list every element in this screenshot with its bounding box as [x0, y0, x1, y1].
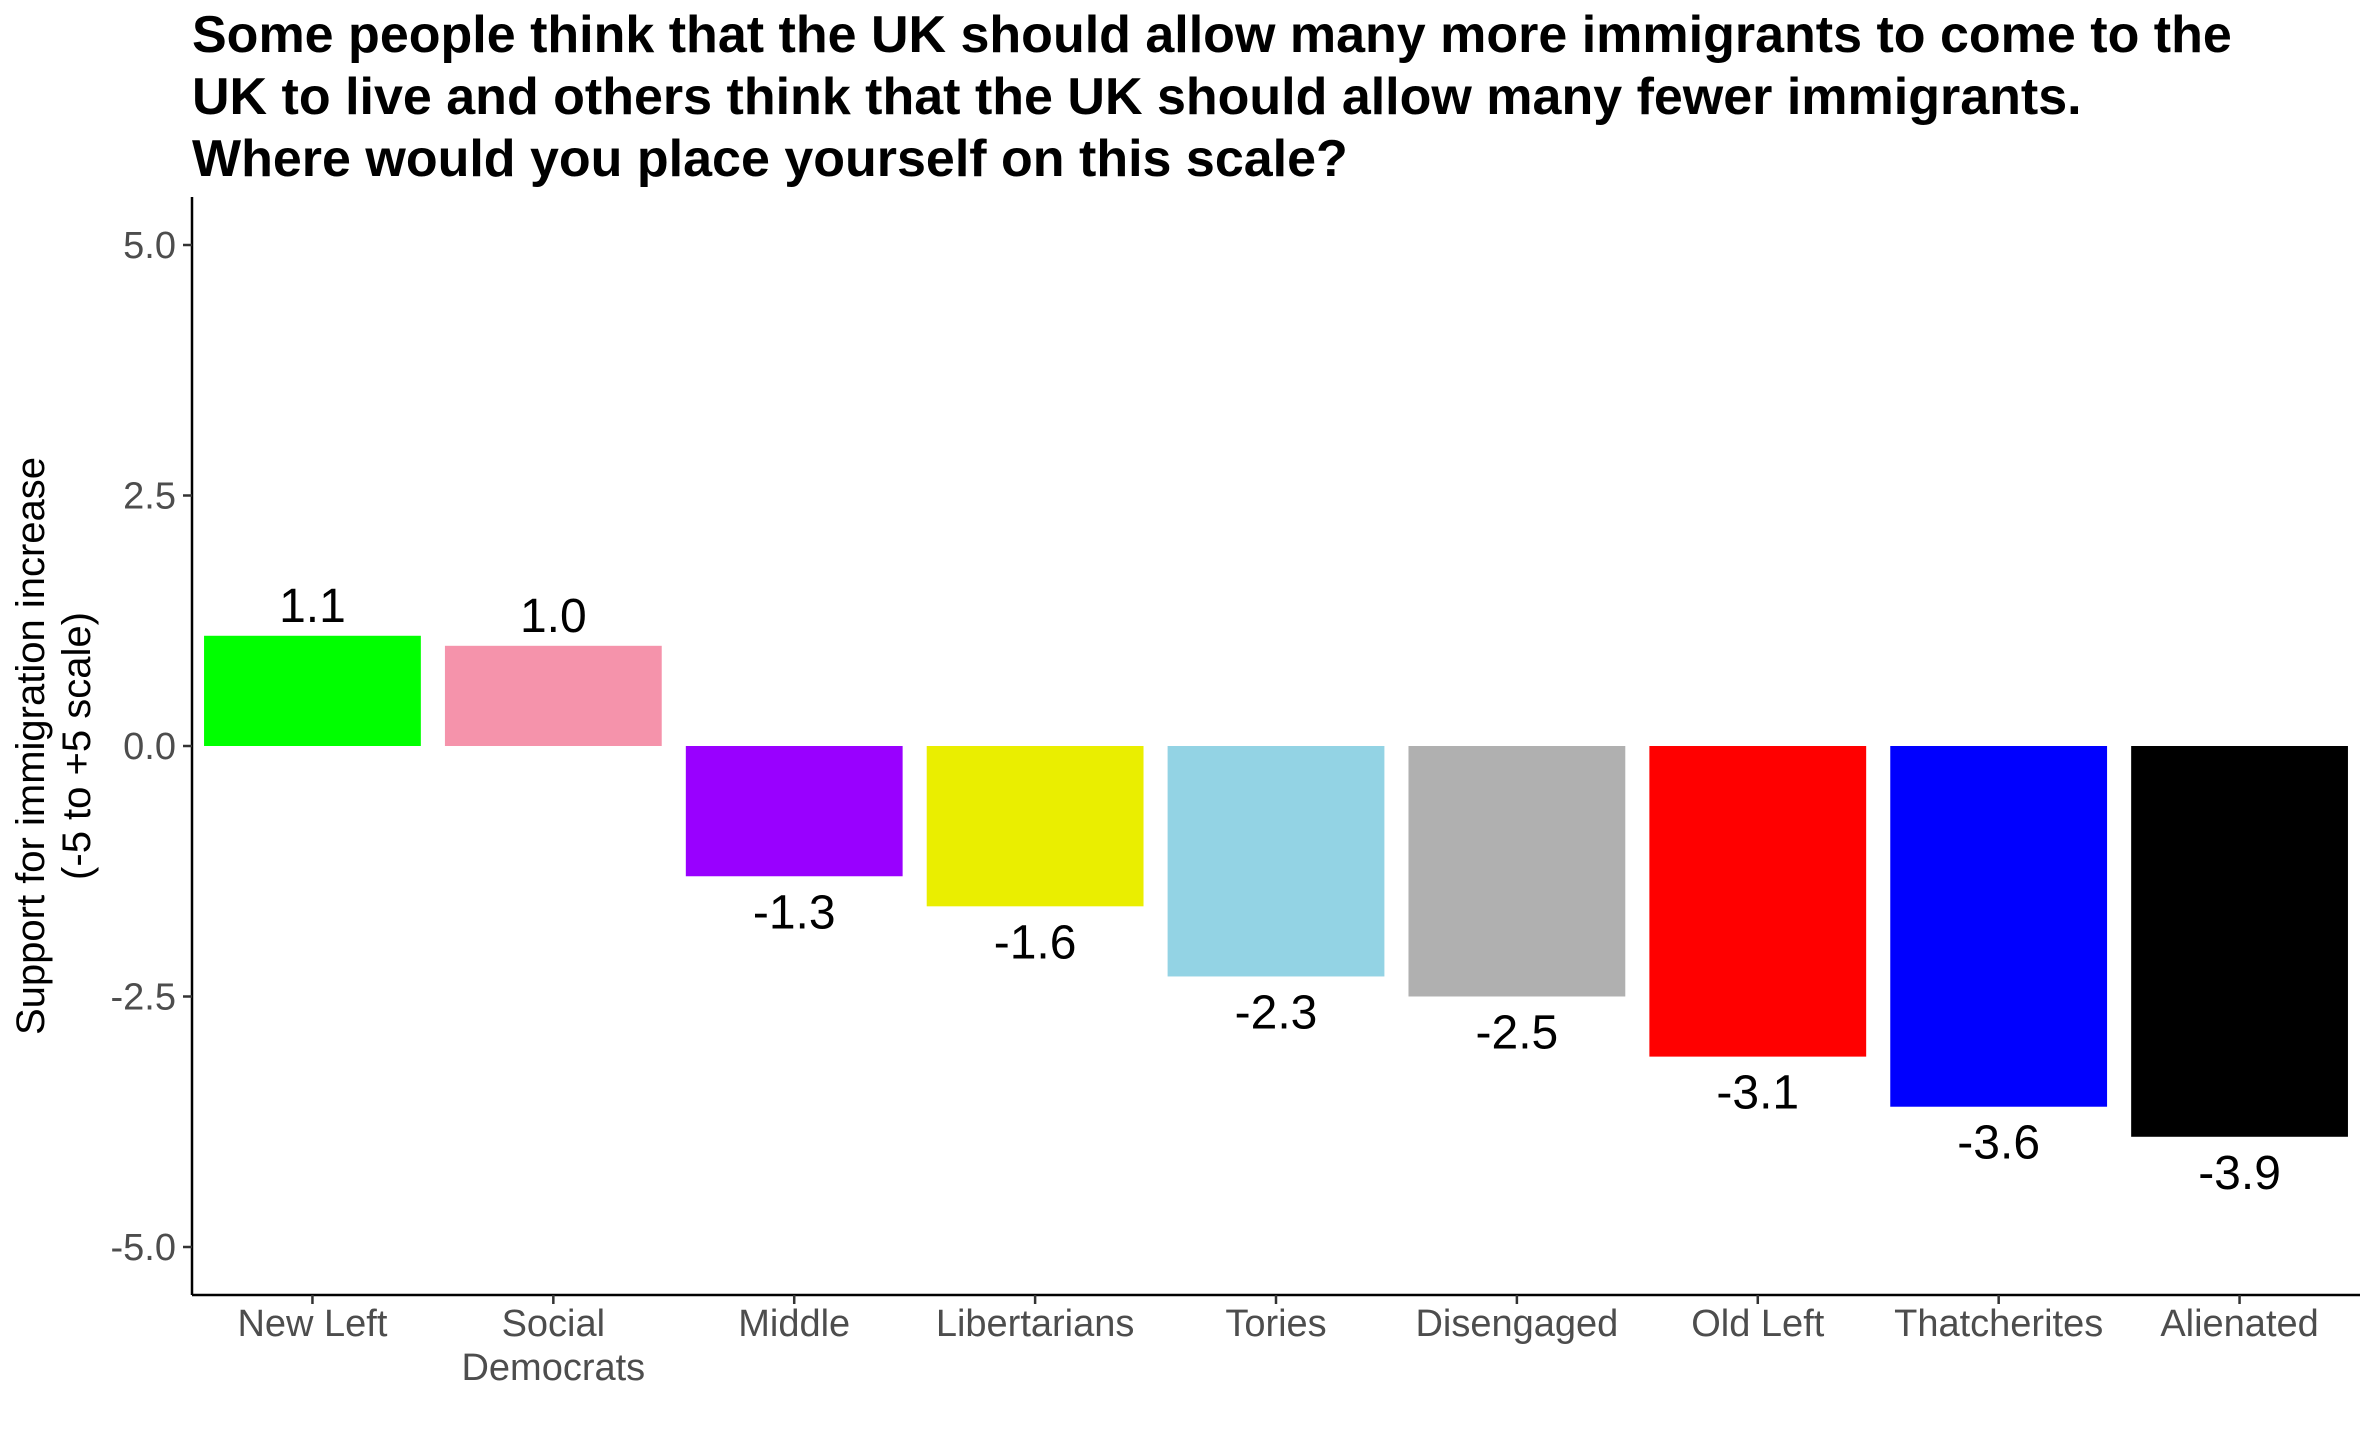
y-axis-label: Support for immigration increase(-5 to +…: [9, 457, 99, 1035]
y-tick-label: -5.0: [111, 1227, 176, 1269]
x-tick-label: Disengaged: [1415, 1303, 1618, 1345]
bar-value-label: 1.0: [520, 590, 587, 643]
x-tick-label-line: Old Left: [1691, 1303, 1825, 1345]
x-tick-label: Social Democrats: [461, 1303, 645, 1389]
y-axis-title-line: Support for immigration increase: [9, 457, 53, 1035]
chart-title-line: UK to live and others think that the UK …: [192, 68, 2082, 126]
y-axis-ticks: 5.0 2.5 0.0 -2.5 -5.0: [111, 225, 192, 1269]
y-tick-label: 2.5: [123, 476, 176, 518]
bar: [1167, 746, 1385, 977]
x-tick-label-line: Social: [502, 1303, 606, 1345]
chart-title-line: Some people think that the UK should all…: [192, 6, 2232, 64]
bar: [204, 635, 421, 746]
x-tick-label-line: Disengaged: [1415, 1303, 1618, 1345]
y-axis-title: Support for immigration increase(-5 to +…: [9, 457, 99, 1035]
y-tick-label: 5.0: [123, 225, 176, 267]
data-labels: 1.1 1.0 -1.3 -1.6 -2.3 -2.5 -3.1 -3.6 -3.9: [279, 580, 2281, 1200]
x-tick-label: Thatcherites: [1894, 1303, 2103, 1345]
x-tick-label-line: Tories: [1225, 1303, 1326, 1345]
bar-value-label: -1.6: [994, 916, 1077, 969]
y-tick-label: 0.0: [123, 726, 176, 768]
x-tick-label-line: Middle: [738, 1303, 850, 1345]
y-axis-title-line: (-5 to +5 scale): [55, 612, 99, 880]
bar: [685, 746, 903, 877]
bar: [2131, 746, 2348, 1137]
bar-value-label: -3.9: [2198, 1147, 2281, 1200]
bar-value-label: -3.1: [1716, 1067, 1799, 1120]
bars: [204, 635, 2348, 1137]
bar: [444, 645, 662, 746]
x-axis-ticks: New Left Social Democrats Middle Libertarian…: [237, 1295, 2319, 1389]
x-tick-label: Alienated: [2160, 1303, 2318, 1345]
x-tick-label-line: Democrats: [461, 1347, 645, 1389]
bar-value-label: 1.1: [279, 580, 346, 633]
bar-value-label: -2.5: [1476, 1007, 1559, 1060]
y-tick-label: -2.5: [111, 977, 176, 1019]
bar-value-label: -1.3: [753, 886, 836, 939]
bar-value-label: -2.3: [1235, 986, 1318, 1039]
x-tick-label-line: Thatcherites: [1894, 1303, 2103, 1345]
chart-title: Some people think that the UK should all…: [192, 6, 2232, 188]
x-tick-label: Middle: [738, 1303, 850, 1345]
x-tick-label-line: New Left: [237, 1303, 387, 1345]
x-tick-label: Libertarians: [936, 1303, 1135, 1345]
chart-title-line: Where would you place yourself on this s…: [192, 130, 1348, 188]
x-tick-label: Tories: [1225, 1303, 1326, 1345]
x-tick-label-line: Alienated: [2160, 1303, 2318, 1345]
x-tick-label: Old Left: [1691, 1303, 1825, 1345]
bar: [1890, 746, 2108, 1107]
bar: [1408, 746, 1626, 997]
bar: [1649, 746, 1867, 1057]
x-tick-label-line: Libertarians: [936, 1303, 1135, 1345]
bar: [926, 746, 1144, 907]
bar-value-label: -3.6: [1957, 1117, 2040, 1170]
x-tick-label: New Left: [237, 1303, 387, 1345]
